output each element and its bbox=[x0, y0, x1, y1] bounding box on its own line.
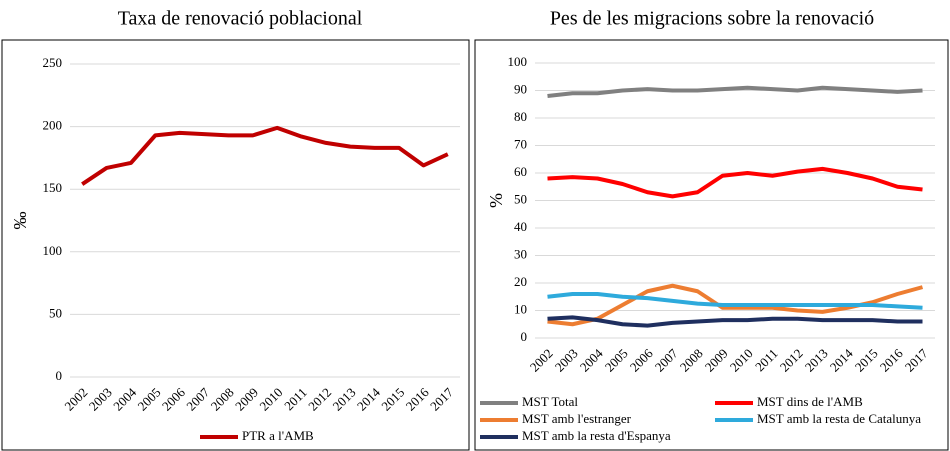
x-tick-label: 2017 bbox=[902, 345, 931, 374]
x-tick-label: 2012 bbox=[777, 346, 806, 375]
x-tick-label: 2003 bbox=[86, 385, 115, 414]
series-line bbox=[81, 125, 449, 186]
x-tick-label: 2002 bbox=[527, 346, 556, 375]
x-tick-label: 2017 bbox=[427, 384, 456, 413]
legend-label: MST dins de l'AMB bbox=[757, 394, 863, 409]
chart-title: Taxa de renovació poblacional bbox=[118, 8, 363, 30]
y-tick-label: 100 bbox=[508, 54, 528, 69]
x-tick-label: 2014 bbox=[354, 384, 383, 413]
panel-frame bbox=[1, 39, 470, 451]
x-tick-label: 2012 bbox=[305, 385, 334, 414]
y-tick-label: 40 bbox=[514, 219, 527, 234]
x-tick-label: 2006 bbox=[159, 384, 188, 413]
x-tick-label: 2006 bbox=[627, 345, 656, 374]
y-tick-label: 80 bbox=[514, 109, 527, 124]
legend-label: MST amb l'estranger bbox=[522, 411, 632, 426]
x-tick-label: 2002 bbox=[61, 385, 90, 414]
x-tick-label: 2015 bbox=[852, 346, 881, 375]
legend-label: MST amb la resta d'Espanya bbox=[522, 428, 671, 443]
y-tick-label: 30 bbox=[514, 246, 527, 261]
y-tick-label: 150 bbox=[43, 180, 63, 195]
y-axis-label: ‰ bbox=[10, 212, 30, 230]
y-tick-label: 200 bbox=[43, 118, 63, 133]
y-tick-label: 50 bbox=[49, 305, 62, 320]
x-tick-label: 2010 bbox=[256, 385, 285, 414]
legend-label: PTR a l'AMB bbox=[242, 428, 314, 443]
x-tick-label: 2015 bbox=[378, 385, 407, 414]
legend-label: MST Total bbox=[522, 394, 578, 409]
y-tick-label: 10 bbox=[514, 301, 527, 316]
series-line bbox=[547, 292, 923, 310]
x-tick-label: 2008 bbox=[677, 346, 706, 375]
x-tick-label: 2008 bbox=[208, 385, 237, 414]
x-tick-label: 2011 bbox=[752, 346, 781, 375]
y-tick-label: 70 bbox=[514, 136, 527, 151]
x-tick-label: 2009 bbox=[232, 385, 261, 414]
x-tick-label: 2016 bbox=[403, 384, 432, 413]
chart-title: Pes de les migracions sobre la renovació bbox=[550, 8, 874, 30]
y-tick-label: 20 bbox=[514, 274, 527, 289]
y-tick-label: 0 bbox=[521, 329, 528, 344]
x-tick-label: 2004 bbox=[577, 345, 606, 374]
y-tick-label: 250 bbox=[43, 55, 63, 70]
y-axis-label: % bbox=[486, 193, 506, 208]
x-tick-label: 2003 bbox=[552, 346, 581, 375]
y-tick-label: 0 bbox=[56, 368, 63, 383]
y-tick-label: 50 bbox=[514, 191, 527, 206]
legend-label: MST amb la resta de Catalunya bbox=[757, 411, 921, 426]
x-tick-label: 2014 bbox=[827, 345, 856, 374]
series-line bbox=[547, 85, 923, 98]
x-tick-label: 2016 bbox=[877, 345, 906, 374]
x-tick-label: 2005 bbox=[135, 385, 164, 414]
series-line bbox=[547, 315, 923, 328]
y-tick-label: 100 bbox=[43, 243, 63, 258]
x-tick-label: 2013 bbox=[330, 385, 359, 414]
y-tick-label: 90 bbox=[514, 81, 527, 96]
y-tick-label: 60 bbox=[514, 164, 527, 179]
x-tick-label: 2007 bbox=[183, 384, 212, 413]
x-tick-label: 2004 bbox=[110, 384, 139, 413]
series-line bbox=[547, 166, 923, 199]
x-tick-label: 2013 bbox=[802, 346, 831, 375]
x-tick-label: 2011 bbox=[281, 385, 310, 414]
x-tick-label: 2009 bbox=[702, 346, 731, 375]
panel-frame bbox=[474, 39, 949, 451]
x-tick-label: 2007 bbox=[652, 345, 681, 374]
x-tick-label: 2005 bbox=[602, 346, 631, 375]
x-tick-label: 2010 bbox=[727, 346, 756, 375]
